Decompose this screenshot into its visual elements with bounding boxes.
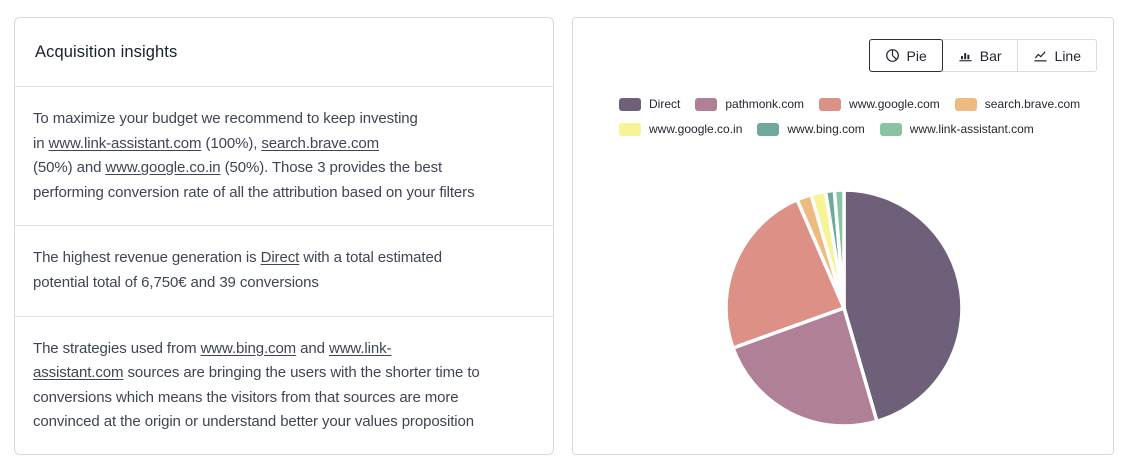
acquisition-insights-card: Acquisition insights To maximize your bu… bbox=[14, 17, 554, 455]
legend-label: www.link-assistant.com bbox=[909, 122, 1034, 136]
insight-text: convinced at the origin or understand be… bbox=[33, 413, 474, 431]
insight-text: potential total of 6,750€ and 39 convers… bbox=[33, 273, 319, 291]
legend-label: Direct bbox=[649, 97, 681, 111]
legend-swatch bbox=[757, 122, 780, 136]
legend-label: www.google.com bbox=[849, 97, 940, 111]
chart-legend: Direct pathmonk.com www.google.com search.b… bbox=[619, 97, 1097, 136]
pie-chart-svg bbox=[724, 188, 964, 428]
insight-section: The strategies used from www.bing.com an… bbox=[15, 315, 553, 454]
chart-type-label: Pie bbox=[906, 47, 927, 64]
bar-chart-icon bbox=[958, 48, 973, 63]
insight-text: conversions which means the visitors fro… bbox=[33, 388, 459, 406]
insight-link[interactable]: Direct bbox=[260, 249, 300, 267]
legend-item[interactable]: www.link-assistant.com bbox=[879, 122, 1034, 136]
legend-item[interactable]: www.bing.com bbox=[757, 122, 865, 136]
legend-item[interactable]: pathmonk.com bbox=[695, 97, 804, 111]
insight-text: The highest revenue generation is bbox=[33, 249, 261, 267]
pie-chart bbox=[722, 186, 966, 430]
chart-type-bar-button[interactable]: Bar bbox=[941, 39, 1018, 72]
chart-type-label: Bar bbox=[979, 47, 1002, 64]
line-chart-icon bbox=[1033, 48, 1048, 63]
legend-swatch bbox=[619, 122, 641, 136]
insight-text: To maximize your budget we recommend to … bbox=[33, 110, 418, 127]
legend-item[interactable]: www.google.com bbox=[819, 97, 940, 111]
legend-label: www.bing.com bbox=[787, 122, 865, 136]
pie-slice[interactable] bbox=[731, 306, 879, 428]
insight-text: with a total estimated bbox=[299, 249, 442, 267]
insight-link[interactable]: www.link- bbox=[328, 339, 392, 357]
legend-swatch bbox=[954, 97, 977, 111]
legend-label: search.brave.com bbox=[984, 97, 1081, 111]
legend-label: pathmonk.com bbox=[725, 97, 805, 111]
insight-link[interactable]: www.link-assistant.com bbox=[48, 134, 202, 152]
legend-label: www.google.co.in bbox=[649, 122, 743, 136]
chart-type-toggle: Pie Bar Line bbox=[868, 39, 1097, 72]
insight-text: (50%). Those 3 provides the best bbox=[220, 159, 443, 177]
insight-section: The highest revenue generation is Direct… bbox=[15, 225, 553, 315]
chart-type-label: Line bbox=[1054, 47, 1081, 64]
insight-text: The strategies used from bbox=[33, 339, 201, 357]
insight-text: performing conversion rate of all the at… bbox=[33, 183, 475, 201]
insight-link[interactable]: www.bing.com bbox=[200, 339, 297, 357]
chart-card: Pie Bar Line Direct pathmonk.com www.google.… bbox=[572, 17, 1114, 455]
pie-slice[interactable] bbox=[724, 197, 846, 350]
insight-link[interactable]: assistant.com bbox=[33, 364, 124, 382]
legend-swatch bbox=[819, 97, 842, 111]
insight-link[interactable]: www.google.co.in bbox=[105, 159, 221, 177]
insight-section: To maximize your budget we recommend to … bbox=[15, 87, 553, 225]
pie-slice[interactable] bbox=[832, 188, 846, 310]
insight-text: and bbox=[296, 339, 329, 357]
legend-item[interactable]: search.brave.com bbox=[954, 97, 1081, 111]
legend-item[interactable]: www.google.co.in bbox=[619, 122, 742, 136]
insight-text: sources are bringing the users with the … bbox=[123, 364, 480, 382]
insight-sections: To maximize your budget we recommend to … bbox=[15, 87, 553, 454]
insight-text: (50%) and bbox=[33, 159, 106, 177]
card-header: Acquisition insights bbox=[15, 18, 553, 87]
pie-slice[interactable] bbox=[842, 188, 964, 424]
chart-type-line-button[interactable]: Line bbox=[1016, 39, 1097, 72]
insight-text: in bbox=[33, 134, 49, 152]
insight-text: (100%), bbox=[201, 134, 262, 152]
legend-swatch bbox=[695, 97, 718, 111]
legend-swatch bbox=[879, 122, 902, 136]
legend-item[interactable]: Direct bbox=[619, 97, 680, 111]
pie-chart-icon bbox=[885, 48, 900, 63]
card-title: Acquisition insights bbox=[35, 42, 178, 61]
legend-swatch bbox=[619, 97, 641, 111]
insight-link[interactable]: search.brave.com bbox=[261, 134, 379, 152]
chart-type-pie-button[interactable]: Pie bbox=[868, 39, 943, 72]
